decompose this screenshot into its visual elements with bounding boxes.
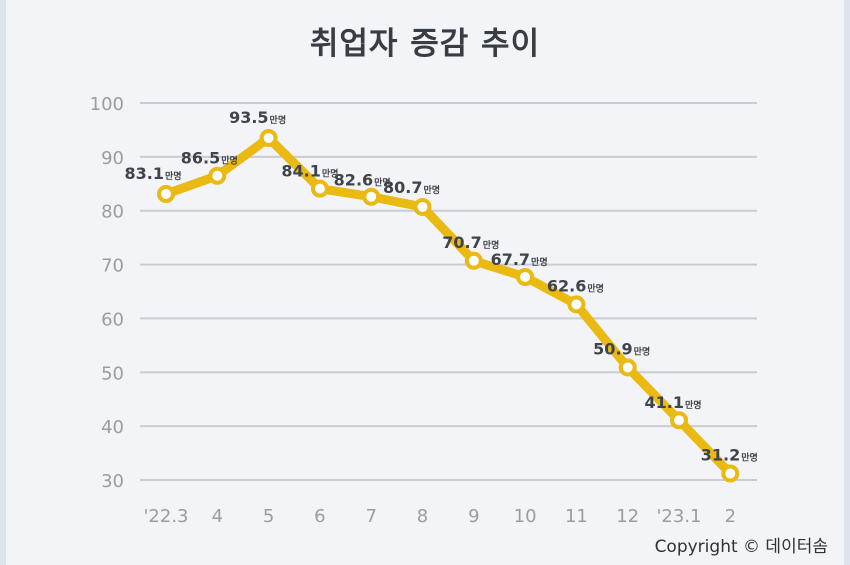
y-tick-label: 90 bbox=[101, 148, 124, 169]
data-label: 67.7만명 bbox=[491, 250, 548, 269]
x-axis-labels: '22.3 4 5 6 7 8 9 10 11 12 '23.1 2 bbox=[143, 506, 736, 527]
x-tick-label: 11 bbox=[565, 506, 588, 527]
data-label: 70.7만명 bbox=[442, 233, 499, 252]
x-tick-label: 12 bbox=[616, 506, 639, 527]
y-axis-labels: 100 90 80 70 60 50 40 30 bbox=[90, 94, 124, 492]
x-tick-label: 2 bbox=[725, 506, 736, 527]
x-tick-label: 7 bbox=[365, 506, 376, 527]
y-tick-label: 80 bbox=[101, 202, 124, 223]
x-tick-label: 10 bbox=[514, 506, 537, 527]
x-tick-label: '23.1 bbox=[656, 506, 701, 527]
data-label: 50.9만명 bbox=[593, 339, 650, 358]
y-tick-label: 40 bbox=[101, 417, 124, 438]
x-tick-label: 6 bbox=[314, 506, 325, 527]
x-tick-label: 8 bbox=[417, 506, 428, 527]
x-tick-label: 4 bbox=[212, 506, 223, 527]
data-label: 84.1만명 bbox=[281, 162, 338, 181]
y-tick-label: 50 bbox=[101, 363, 124, 384]
y-tick-label: 100 bbox=[90, 94, 124, 115]
y-tick-label: 60 bbox=[101, 309, 124, 330]
copyright-text: Copyright © 데이터솜 bbox=[654, 537, 828, 557]
data-label: 41.1만명 bbox=[644, 393, 701, 412]
y-tick-label: 30 bbox=[101, 471, 124, 492]
data-points-layer bbox=[157, 129, 740, 483]
data-label: 82.6만명 bbox=[334, 171, 391, 190]
data-point bbox=[413, 197, 432, 216]
chart-title: 취업자 증감 추이 bbox=[309, 26, 541, 62]
grid-layer bbox=[140, 102, 757, 481]
x-tick-label: 9 bbox=[468, 506, 479, 527]
data-point bbox=[618, 358, 637, 377]
x-tick-label: 5 bbox=[263, 506, 274, 527]
data-label: 86.5만명 bbox=[181, 149, 238, 168]
data-point bbox=[310, 179, 329, 198]
data-point bbox=[259, 129, 278, 148]
data-label: 80.7만명 bbox=[383, 178, 440, 197]
series-line bbox=[161, 133, 735, 479]
data-point bbox=[567, 295, 586, 314]
data-point bbox=[516, 267, 535, 286]
data-point bbox=[721, 464, 740, 483]
data-label: 83.1만명 bbox=[124, 164, 181, 183]
data-label: 31.2만명 bbox=[701, 446, 758, 465]
data-point bbox=[670, 411, 688, 430]
data-point bbox=[464, 251, 483, 270]
data-label: 62.6만명 bbox=[547, 276, 604, 295]
y-tick-label: 70 bbox=[101, 256, 124, 277]
data-label: 93.5만명 bbox=[229, 108, 286, 127]
data-point bbox=[362, 187, 381, 206]
data-point bbox=[208, 166, 227, 185]
series-line-layer bbox=[161, 133, 735, 479]
data-point bbox=[157, 185, 175, 204]
x-tick-label: '22.3 bbox=[143, 506, 188, 527]
